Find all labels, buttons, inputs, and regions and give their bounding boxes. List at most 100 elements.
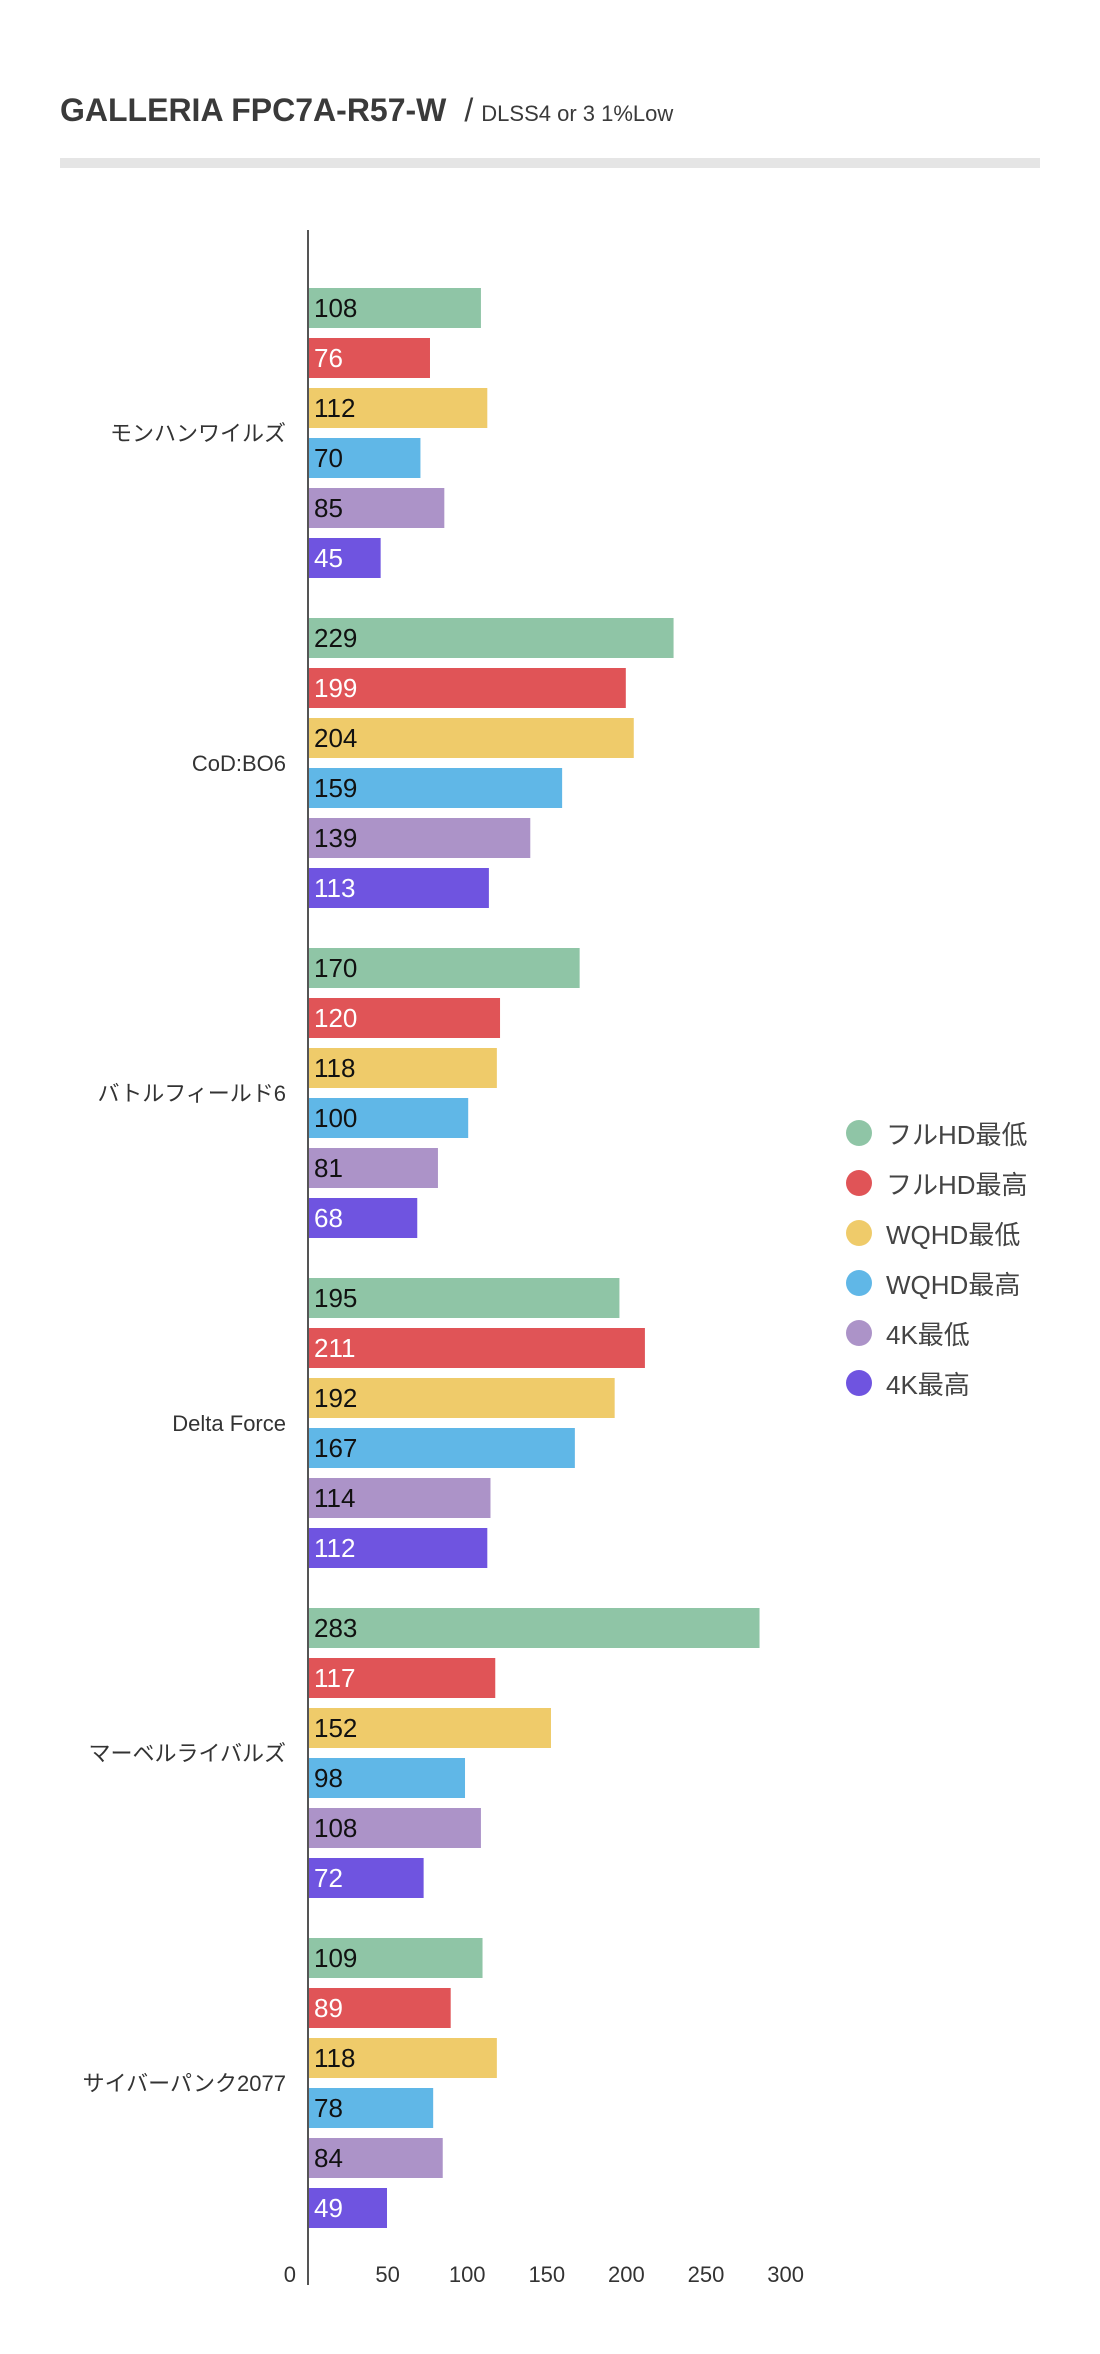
bar-value-label: 84 [314, 2143, 343, 2173]
chart-subtitle: DLSS4 or 3 1%Low [481, 101, 674, 126]
bar-value-label: 100 [314, 1103, 357, 1133]
x-tick-label: 100 [449, 2262, 486, 2287]
legend-label: フルHD最高 [886, 1169, 1028, 1200]
category-label: サイバーパンク2077 [83, 2071, 286, 2096]
bar-value-label: 195 [314, 1283, 357, 1313]
chart-title: GALLERIA FPC7A-R57-W [60, 92, 447, 128]
legend-item: WQHD最低 [846, 1208, 1028, 1258]
bar [309, 1328, 645, 1368]
x-tick-label: 50 [375, 2262, 399, 2287]
bar [309, 438, 421, 478]
bar [309, 998, 501, 1038]
bar [309, 668, 626, 708]
x-tick-label: 250 [688, 2262, 725, 2287]
legend-item: フルHD最低 [846, 1108, 1028, 1158]
bar [309, 2038, 497, 2078]
bar-value-label: 45 [314, 543, 343, 573]
bar-value-label: 283 [314, 1613, 357, 1643]
bar [309, 538, 381, 578]
header-divider [60, 158, 1040, 168]
bar-value-label: 170 [314, 953, 357, 983]
bar-value-label: 109 [314, 1943, 357, 1973]
bar [309, 1938, 483, 1978]
legend-label: 4K最低 [886, 1319, 970, 1350]
bar-value-label: 152 [314, 1713, 357, 1743]
bar-value-label: 108 [314, 293, 357, 323]
bar-value-label: 78 [314, 2093, 343, 2123]
category-label: モンハンワイルズ [110, 421, 286, 446]
x-tick-label: 150 [528, 2262, 565, 2287]
bar [309, 338, 430, 378]
bar-value-label: 112 [314, 1533, 355, 1563]
chart-legend: フルHD最低 フルHD最高 WQHD最低 WQHD最高 4K最低 4K最高 [846, 1108, 1028, 1408]
bar-value-label: 68 [314, 1203, 343, 1233]
bar [309, 1098, 469, 1138]
bar-value-label: 81 [314, 1153, 343, 1183]
bar [309, 388, 488, 428]
bar [309, 1758, 466, 1798]
bar [309, 1808, 481, 1848]
bar [309, 818, 531, 858]
bar [309, 1478, 491, 1518]
bar [309, 1858, 424, 1898]
x-tick-label: 200 [608, 2262, 645, 2287]
bar [309, 948, 580, 988]
bar-value-label: 112 [314, 393, 355, 423]
legend-item: WQHD最高 [846, 1258, 1028, 1308]
bar-value-label: 167 [314, 1433, 357, 1463]
legend-label: フルHD最低 [886, 1119, 1028, 1150]
bar-value-label: 159 [314, 773, 357, 803]
bar-value-label: 108 [314, 1813, 357, 1843]
bar [309, 1048, 497, 1088]
legend-swatch [846, 1170, 872, 1196]
bar-value-label: 204 [314, 723, 357, 753]
bar-value-label: 49 [314, 2193, 343, 2223]
bar-value-label: 114 [314, 1483, 355, 1513]
legend-item: 4K最高 [846, 1358, 1028, 1408]
bar [309, 1608, 760, 1648]
legend-swatch [846, 1220, 872, 1246]
chart-header: GALLERIA FPC7A-R57-W / DLSS4 or 3 1%Low [60, 92, 673, 140]
category-label: バトルフィールド6 [98, 1081, 286, 1106]
legend-label: WQHD最低 [886, 1219, 1021, 1250]
bar-value-label: 76 [314, 343, 343, 373]
category-label: マーベルライバルズ [88, 1741, 286, 1766]
bar-value-label: 139 [314, 823, 357, 853]
bar [309, 1378, 615, 1418]
legend-swatch [846, 1270, 872, 1296]
legend-label: 4K最高 [886, 1369, 970, 1400]
bar-value-label: 98 [314, 1763, 343, 1793]
legend-item: フルHD最高 [846, 1158, 1028, 1208]
legend-label: WQHD最高 [886, 1269, 1021, 1300]
legend-swatch [846, 1370, 872, 1396]
bar [309, 288, 481, 328]
bar [309, 1708, 551, 1748]
bar-value-label: 229 [314, 623, 357, 653]
bar [309, 1528, 488, 1568]
bar-value-label: 118 [314, 1053, 355, 1083]
bar [309, 488, 445, 528]
bar-value-label: 70 [314, 443, 343, 473]
bar-value-label: 211 [314, 1333, 355, 1363]
bar [309, 1988, 451, 2028]
bar [309, 618, 674, 658]
legend-swatch [846, 1120, 872, 1146]
title-separator: / [464, 92, 474, 128]
legend-item: 4K最低 [846, 1308, 1028, 1358]
bar [309, 2188, 388, 2228]
bar [309, 718, 634, 758]
bar-value-label: 72 [314, 1863, 343, 1893]
x-tick-label: 300 [767, 2262, 804, 2287]
bar-value-label: 192 [314, 1383, 357, 1413]
bar-value-label: 117 [314, 1663, 355, 1693]
bar [309, 2088, 434, 2128]
bar [309, 1428, 575, 1468]
bar-value-label: 199 [314, 673, 357, 703]
bar-value-label: 120 [314, 1003, 357, 1033]
bar [309, 1278, 620, 1318]
legend-swatch [846, 1320, 872, 1346]
bar [309, 1198, 418, 1238]
bar [309, 768, 563, 808]
category-label: Delta Force [172, 1411, 286, 1436]
